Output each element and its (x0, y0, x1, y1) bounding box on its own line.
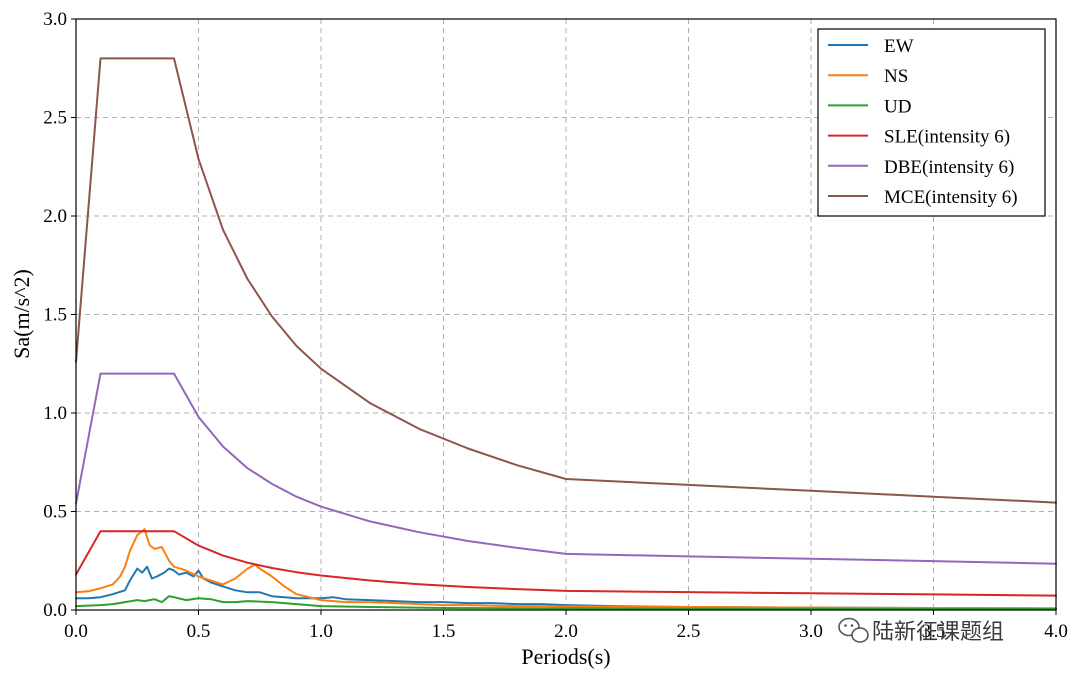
y-axis-label: Sa(m/s^2) (9, 269, 34, 359)
legend-entry: DBE(intensity 6) (884, 157, 1014, 178)
grid (76, 19, 1056, 610)
legend-entry: UD (884, 96, 911, 117)
legend-entry: NS (884, 66, 908, 87)
x-tick-label: 4.0 (1044, 621, 1068, 642)
y-tick-label: 2.5 (43, 108, 67, 129)
x-tick-label: 1.5 (432, 621, 456, 642)
y-ticks: 0.0 0.5 1.0 1.5 2.0 2.5 3.0 (43, 9, 76, 621)
watermark-text: 陆新征课题组 (872, 620, 1004, 645)
series-line-4 (75, 372, 1057, 565)
legend-entry: MCE(intensity 6) (884, 187, 1018, 208)
legend: EW NS UD SLE(intensity 6) DBE(intensity 6) MC… (817, 28, 1046, 217)
y-tick-label: 0.0 (43, 600, 67, 621)
x-tick-label: 2.5 (677, 621, 701, 642)
x-axis-label: Periods(s) (521, 644, 610, 669)
wechat-icon (838, 617, 869, 643)
series-line-5 (75, 57, 1057, 504)
x-ticks: 0.0 0.5 1.0 1.5 2.0 2.5 3.0 3.5 4.0 (64, 610, 1068, 642)
legend-entry: SLE(intensity 6) (884, 127, 1010, 148)
y-tick-label: 1.0 (43, 403, 67, 424)
series-line-3 (75, 530, 1057, 597)
legend-entry: EW (884, 36, 914, 57)
x-tick-label: 0.0 (64, 621, 88, 642)
x-tick-label: 3.0 (799, 621, 823, 642)
series-line-2 (75, 595, 1057, 610)
y-tick-label: 2.0 (43, 206, 67, 227)
y-tick-label: 3.0 (43, 9, 67, 30)
x-tick-label: 2.0 (554, 621, 578, 642)
legend-box (817, 28, 1046, 217)
y-tick-label: 1.5 (43, 305, 67, 326)
series-line-0 (75, 565, 1057, 610)
x-tick-label: 1.0 (309, 621, 333, 642)
series-layer (75, 57, 1057, 610)
y-tick-label: 0.5 (43, 502, 67, 523)
watermark: 陆新征课题组 (838, 617, 1004, 645)
x-tick-label: 3.5 (922, 621, 946, 642)
x-tick-label: 0.5 (187, 621, 211, 642)
